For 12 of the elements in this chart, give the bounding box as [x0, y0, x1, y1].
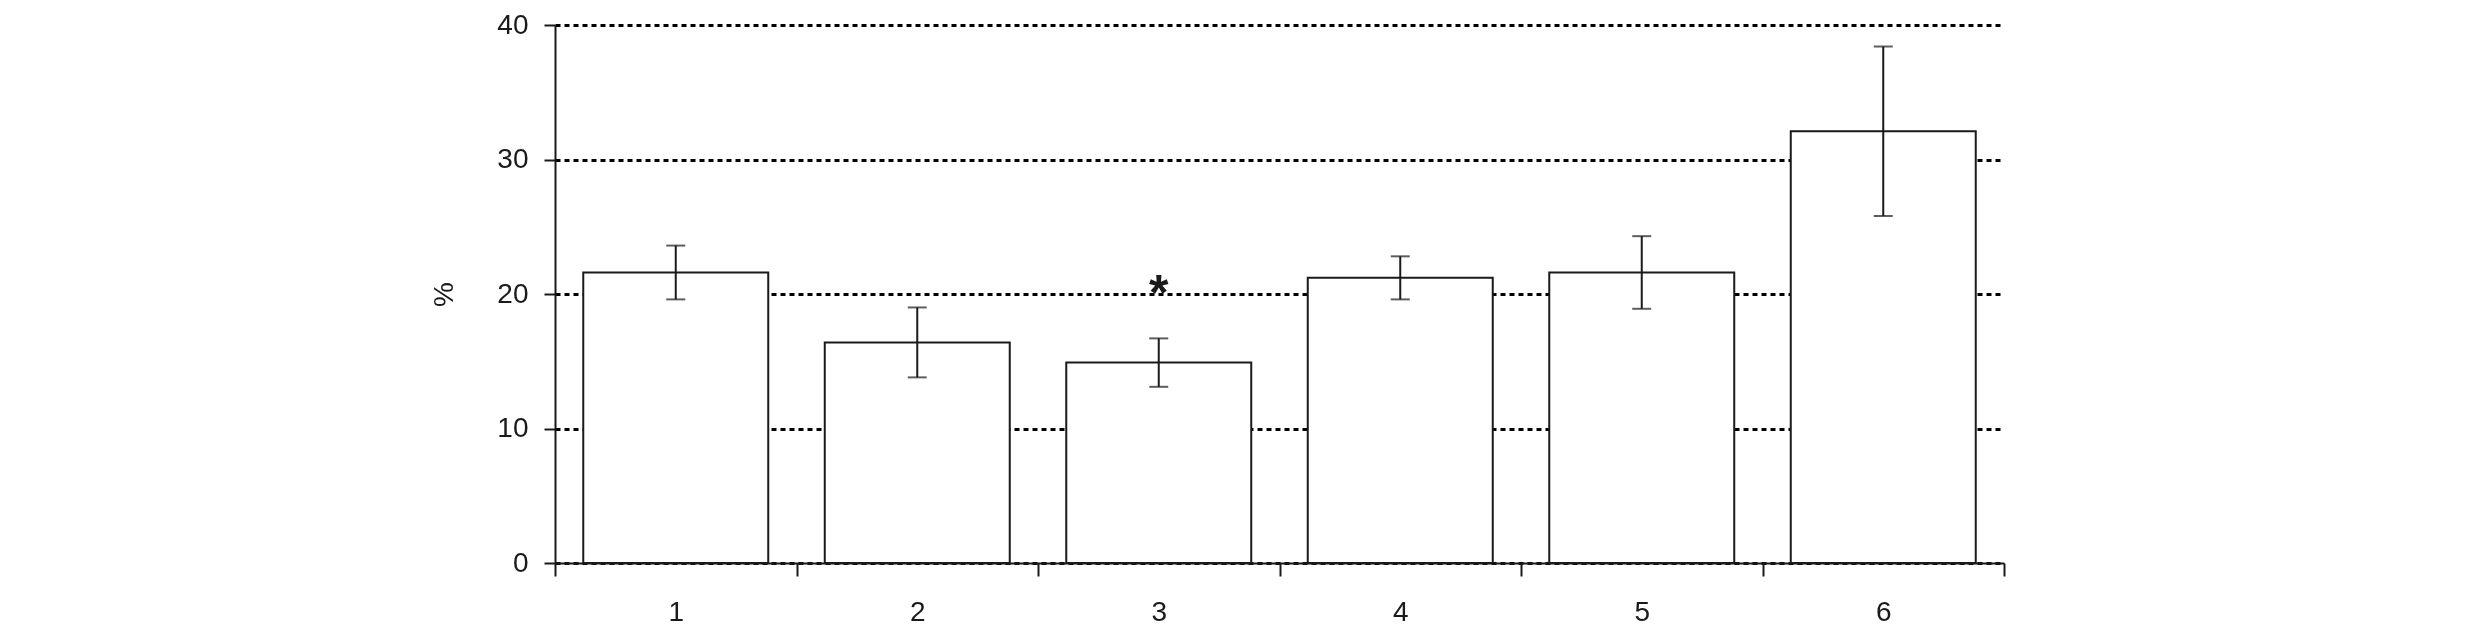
y-tick-label: 20	[497, 277, 529, 309]
x-tick-label: 5	[1634, 595, 1651, 627]
x-tick-label: 3	[1151, 595, 1168, 627]
x-tick-label: 2	[909, 595, 926, 627]
x-tick-label: 6	[1875, 595, 1892, 627]
y-tick-label: 30	[497, 143, 529, 174]
x-tick-label: 1	[668, 595, 685, 627]
x-tick-label: 4	[1392, 595, 1409, 627]
y-tick-label: 10	[497, 412, 529, 443]
y-tick-label: 0	[512, 546, 529, 578]
y-axis-title: %	[428, 282, 460, 307]
y-tick-label: 40	[497, 8, 529, 40]
